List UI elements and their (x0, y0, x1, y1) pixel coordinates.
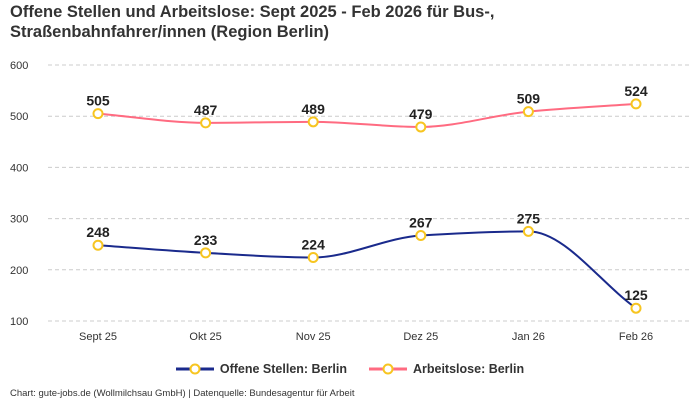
data-label: 125 (624, 287, 648, 303)
y-tick-label: 200 (10, 265, 28, 277)
legend-item-offene[interactable]: Offene Stellen: Berlin (175, 362, 347, 376)
y-tick-label: 100 (10, 316, 28, 328)
data-point[interactable] (415, 229, 427, 241)
data-label: 487 (194, 102, 218, 118)
data-point[interactable] (522, 225, 534, 237)
legend-marker-offene-icon (175, 363, 214, 375)
data-point[interactable] (630, 98, 642, 110)
x-tick-label: Sept 25 (79, 331, 117, 343)
x-tick-label: Jan 26 (512, 331, 545, 343)
x-tick-label: Nov 25 (296, 331, 331, 343)
data-point[interactable] (630, 302, 642, 314)
data-label: 489 (302, 101, 326, 117)
data-point[interactable] (200, 117, 212, 129)
x-tick-label: Feb 26 (619, 331, 653, 343)
data-point[interactable] (200, 247, 212, 259)
chart-source-footer: Chart: gute-jobs.de (Wollmilchsau GmbH) … (10, 388, 355, 399)
data-label: 524 (624, 83, 648, 99)
legend-marker-arbeitslose-icon (368, 363, 407, 375)
data-point[interactable] (307, 252, 319, 264)
y-tick-label: 500 (10, 111, 28, 123)
series-line-0 (97, 230, 637, 310)
y-tick-label: 600 (10, 60, 28, 72)
data-label: 267 (409, 214, 433, 230)
y-tick-label: 400 (10, 162, 28, 174)
data-label: 248 (86, 224, 110, 240)
x-tick-label: Dez 25 (403, 331, 438, 343)
data-label: 479 (409, 106, 433, 122)
data-point[interactable] (92, 239, 104, 251)
data-point[interactable] (307, 116, 319, 128)
data-point[interactable] (415, 121, 427, 133)
data-label: 233 (194, 232, 218, 248)
chart-title: Offene Stellen und Arbeitslose: Sept 202… (10, 3, 495, 41)
data-label: 509 (517, 91, 541, 107)
legend-label: Arbeitslose: Berlin (412, 362, 525, 376)
data-label: 505 (86, 93, 110, 109)
data-label: 275 (517, 210, 541, 226)
legend: Offene Stellen: Berlin Arbeitslose: Berl… (0, 362, 700, 376)
y-tick-label: 300 (10, 214, 28, 226)
data-point[interactable] (92, 108, 104, 120)
legend-item-arbeitslose[interactable]: Arbeitslose: Berlin (368, 362, 525, 376)
legend-label: Offene Stellen: Berlin (219, 362, 347, 376)
x-tick-label: Okt 25 (189, 331, 221, 343)
data-label: 224 (302, 237, 326, 253)
line-chart: 100 200 300 400 500 600 Sept 25 Okt 25 Nov 25 Dez… (10, 60, 692, 343)
series-line-1 (97, 102, 637, 128)
data-point[interactable] (522, 106, 534, 118)
